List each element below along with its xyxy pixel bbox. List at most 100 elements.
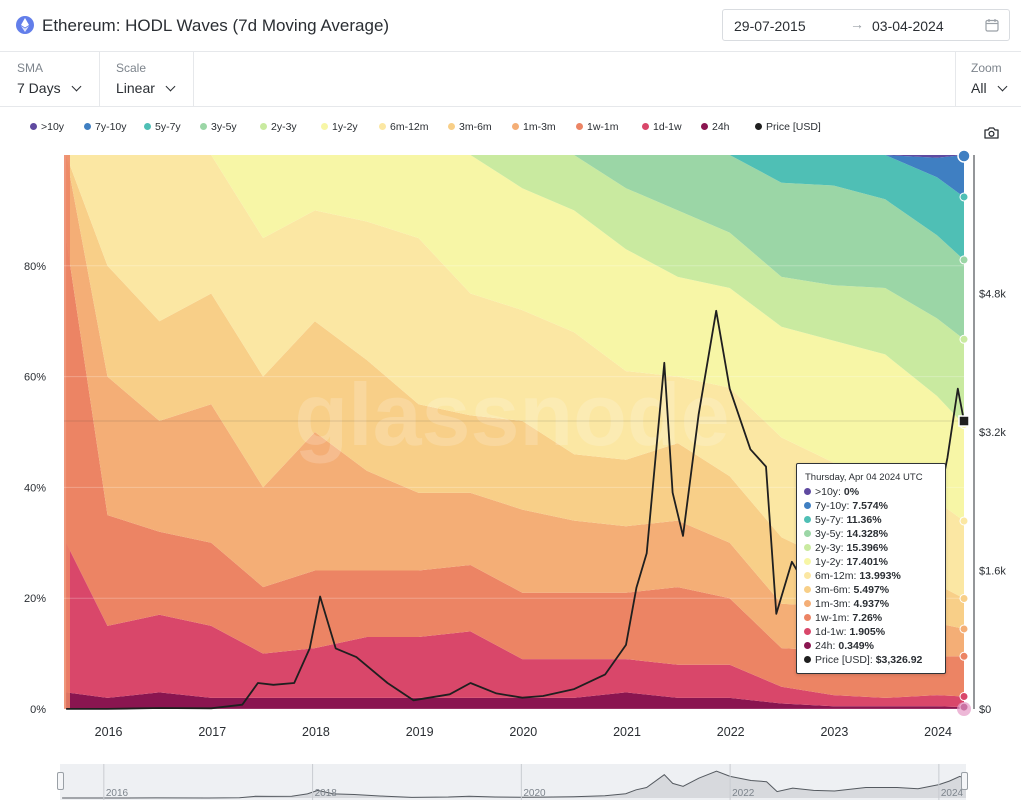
legend-item[interactable]: 7y-10y <box>84 121 127 133</box>
tooltip-value: 17.401% <box>846 556 888 568</box>
legend-swatch <box>200 122 207 130</box>
tooltip-value: 14.328% <box>846 528 888 540</box>
legend-swatch <box>448 122 455 130</box>
legend-item[interactable]: 6m-12m <box>379 121 429 133</box>
band-1w-1m <box>66 238 965 698</box>
legend-label: 1y-2y <box>332 121 358 133</box>
legend-swatch <box>379 122 386 130</box>
navigator-tick-label: 2022 <box>732 788 755 799</box>
legend-label: 3y-5y <box>211 121 237 133</box>
navigator-handle-right[interactable] <box>961 772 968 790</box>
band-6m-12m <box>66 155 965 599</box>
legend-item[interactable]: 24h <box>701 121 730 133</box>
tooltip-row: Price [USD]: $3,326.92 <box>804 653 922 667</box>
y-left-tick-label: 20% <box>24 593 46 605</box>
calendar-icon[interactable] <box>985 18 999 37</box>
hover-marker <box>959 255 969 265</box>
legend-item[interactable]: 1y-2y <box>321 121 358 133</box>
tooltip-label: 7y-10y: <box>815 500 853 512</box>
zoom-value[interactable]: All <box>971 80 1008 96</box>
y-right-tick-label: $3.2k <box>979 427 1006 439</box>
legend-item[interactable]: 3y-5y <box>200 121 237 133</box>
tooltip-swatch <box>804 641 811 649</box>
y-left-tick-label: 40% <box>24 482 46 494</box>
x-tick-label: 2017 <box>198 725 226 739</box>
tooltip-row: 1d-1w: 1.905% <box>804 625 885 639</box>
tooltip-swatch <box>804 627 811 635</box>
tooltip-value: $3,326.92 <box>875 654 923 666</box>
range-navigator[interactable]: 2016 2018 2020 2022 2024 <box>57 764 968 800</box>
band-3m-6m <box>66 155 965 629</box>
hover-marker-top <box>957 149 971 163</box>
date-end-field[interactable]: 03-04-2024 <box>872 18 944 34</box>
hover-marker <box>959 516 969 526</box>
tooltip-swatch <box>804 655 811 663</box>
legend-label: 24h <box>712 121 730 133</box>
scale-value[interactable]: Linear <box>116 80 176 96</box>
zoom-label: Zoom <box>971 61 1002 75</box>
tooltip-swatch <box>804 557 811 565</box>
hover-marker <box>959 624 969 634</box>
legend-item[interactable]: >10y <box>30 121 64 133</box>
legend-swatch <box>576 122 583 130</box>
tooltip-label: 24h: <box>815 640 839 652</box>
tooltip-swatch <box>804 487 811 495</box>
legend-label: 6m-12m <box>390 121 429 133</box>
tooltip-label: 5y-7y: <box>815 514 847 526</box>
chart-controls: SMA 7 Days Scale Linear Zoom All <box>0 52 1021 107</box>
tooltip-row: 1y-2y: 17.401% <box>804 555 888 569</box>
legend-label: 3m-6m <box>459 121 492 133</box>
tooltip-row: >10y: 0% <box>804 485 859 499</box>
legend-item[interactable]: 1w-1m <box>576 121 619 133</box>
legend-item[interactable]: 1m-3m <box>512 121 556 133</box>
tooltip-value: 1.905% <box>849 626 886 638</box>
chevron-down-icon <box>71 81 82 92</box>
tooltip-row: 1m-3m: 4.937% <box>804 597 889 611</box>
y-left-tick-label: 0% <box>30 704 46 716</box>
legend-swatch <box>701 122 708 130</box>
sma-select[interactable]: SMA 7 Days <box>0 52 99 107</box>
hover-marker <box>959 334 969 344</box>
tooltip-value: 5.497% <box>853 584 890 596</box>
date-range-picker[interactable]: 29-07-2015 → 03-04-2024 <box>722 9 1010 41</box>
legend-swatch <box>144 122 151 130</box>
legend-label: 1d-1w <box>653 121 682 133</box>
navigator-area <box>60 771 966 798</box>
scale-select[interactable]: Scale Linear <box>100 52 193 107</box>
tooltip-date: Thursday, Apr 04 2024 UTC <box>805 472 923 483</box>
legend-item[interactable]: 3m-6m <box>448 121 492 133</box>
date-range-arrow: → <box>850 16 864 32</box>
tooltip-row: 3m-6m: 5.497% <box>804 583 889 597</box>
navigator-handle-left[interactable] <box>57 772 64 790</box>
tooltip-value: 0.349% <box>838 640 874 652</box>
band-1d-1w <box>66 542 965 708</box>
tooltip-label: 3m-6m: <box>815 584 854 596</box>
legend-item[interactable]: 2y-3y <box>260 121 297 133</box>
date-start-field[interactable]: 29-07-2015 <box>734 18 806 34</box>
tooltip-label: 1y-2y: <box>815 556 847 568</box>
chevron-down-icon <box>165 81 176 92</box>
tooltip-label: 6m-12m: <box>815 570 860 582</box>
legend-item[interactable]: 5y-7y <box>144 121 181 133</box>
chart-tooltip: Thursday, Apr 04 2024 UTC >10y: 0% 7y-10y… <box>796 463 946 674</box>
legend-label: 1m-3m <box>523 121 556 133</box>
y-left-tick-label: 80% <box>24 261 46 273</box>
tooltip-label: 2y-3y: <box>815 542 847 554</box>
legend-swatch <box>642 122 649 130</box>
chart-header: Ethereum: HODL Waves (7d Moving Average)… <box>0 0 1021 52</box>
sma-value[interactable]: 7 Days <box>17 80 82 96</box>
ethereum-icon <box>16 16 34 34</box>
legend-item[interactable]: Price [USD] <box>755 121 821 133</box>
legend-swatch <box>30 122 37 130</box>
tooltip-value: 11.36% <box>846 514 882 526</box>
tooltip-row: 7y-10y: 7.574% <box>804 499 888 513</box>
zoom-select[interactable]: Zoom All <box>956 52 1021 107</box>
legend-item[interactable]: 1d-1w <box>642 121 682 133</box>
tooltip-label: 1m-3m: <box>815 598 854 610</box>
tooltip-value: 7.574% <box>852 500 888 512</box>
legend-label: 5y-7y <box>155 121 181 133</box>
band-24h <box>66 692 965 709</box>
camera-icon[interactable] <box>984 126 999 144</box>
hodl-waves-chart[interactable]: glassnode 0% 20% 40% 60% 80% $0 $1.6k $3.2k $4.8… <box>0 140 1021 755</box>
x-tick-label: 2018 <box>302 725 330 739</box>
